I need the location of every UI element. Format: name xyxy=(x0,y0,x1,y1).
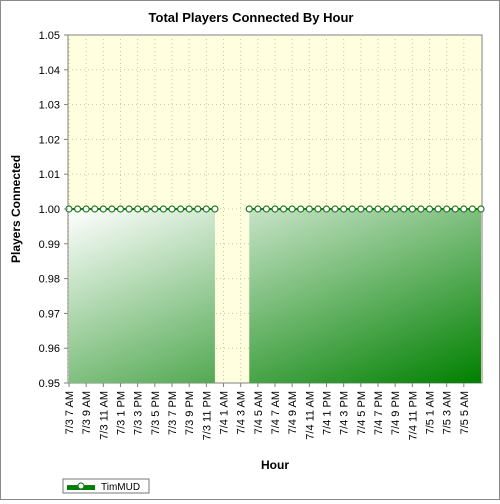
legend-marker xyxy=(77,482,85,490)
x-tick-label: 7/3 11 PM xyxy=(201,391,213,440)
data-point-marker xyxy=(279,205,288,213)
data-point-marker xyxy=(357,205,365,213)
data-point-marker xyxy=(168,205,176,213)
data-point-marker xyxy=(108,205,116,213)
y-tick-label: 1.04 xyxy=(39,65,60,77)
y-tick-label: 0.95 xyxy=(39,378,60,390)
data-point-marker xyxy=(434,205,442,213)
x-tick-label: 7/4 11 AM xyxy=(304,391,316,440)
legend: TimMUD xyxy=(62,478,150,494)
y-tick-label: 1.03 xyxy=(39,100,60,112)
data-point-marker xyxy=(159,205,168,213)
x-tick-label: 7/4 1 PM xyxy=(322,391,334,435)
y-tick-label: 1.00 xyxy=(39,204,60,216)
y-tick-label: 0.96 xyxy=(39,343,60,355)
data-point-marker xyxy=(288,205,296,213)
x-tick-label: 7/4 5 AM xyxy=(253,391,265,434)
data-point-marker xyxy=(254,205,262,213)
x-tick-label: 7/3 9 AM xyxy=(81,391,93,434)
x-tick-label: 7/3 5 PM xyxy=(150,391,162,435)
x-tick-label: 7/3 7 AM xyxy=(64,391,76,434)
x-tick-label: 7/3 11 AM xyxy=(98,391,110,440)
data-point-marker xyxy=(116,205,125,213)
data-point-marker xyxy=(374,205,382,213)
x-tick-label: 7/4 9 PM xyxy=(390,391,402,435)
x-axis-label: Hour xyxy=(261,458,289,472)
y-tick-label: 1.02 xyxy=(39,134,60,146)
y-tick-label: 1.01 xyxy=(39,169,60,181)
data-point-marker xyxy=(134,205,142,213)
data-point-marker xyxy=(443,205,451,213)
x-tick-label: 7/5 5 AM xyxy=(459,391,471,434)
data-point-marker xyxy=(185,205,193,213)
x-tick-label: 7/4 3 PM xyxy=(339,391,351,435)
x-tick-label: 7/4 3 AM xyxy=(236,391,248,434)
x-tick-label: 7/3 1 PM xyxy=(116,391,128,435)
legend-label: TimMUD xyxy=(101,482,140,493)
data-point-marker xyxy=(305,205,313,213)
y-axis-label: Players Connected xyxy=(9,155,23,263)
data-point-marker xyxy=(314,205,322,213)
data-point-marker xyxy=(297,205,305,213)
data-point-marker xyxy=(245,205,253,213)
data-point-marker xyxy=(82,205,90,213)
series-markers xyxy=(65,205,485,213)
data-point-marker xyxy=(468,205,477,213)
data-point-marker xyxy=(91,205,99,213)
x-tick-label: 7/3 7 PM xyxy=(167,391,179,435)
data-point-marker xyxy=(460,205,468,213)
x-tick-label: 7/4 1 AM xyxy=(219,391,231,434)
data-point-marker xyxy=(125,205,133,213)
chart-title: Total Players Connected By Hour xyxy=(149,10,354,25)
x-tick-label: 7/4 11 PM xyxy=(407,391,419,440)
x-tick-label: 7/5 3 AM xyxy=(442,391,454,434)
data-point-marker xyxy=(451,205,459,213)
x-axis-ticks: 7/3 7 AM 7/3 9 AM 7/3 11 AM 7/3 1 PM 7/3 3 P… xyxy=(64,383,471,440)
data-point-marker xyxy=(331,205,339,213)
data-point-marker xyxy=(73,205,82,213)
x-tick-label: 7/3 3 PM xyxy=(133,391,145,435)
x-tick-label: 7/4 5 PM xyxy=(356,391,368,435)
y-tick-label: 0.99 xyxy=(39,239,60,251)
x-tick-label: 7/3 9 PM xyxy=(184,391,196,435)
data-point-marker xyxy=(176,205,185,213)
y-axis-ticks: 0.95 0.96 0.97 0.98 0.99 1.00 1.01 1.02 1.03 1.04… xyxy=(39,30,68,390)
x-tick-label: 7/4 7 AM xyxy=(270,391,282,434)
data-point-marker xyxy=(322,205,331,213)
data-point-marker xyxy=(262,205,271,213)
data-point-marker xyxy=(348,205,356,213)
data-point-marker xyxy=(194,205,202,213)
data-point-marker xyxy=(271,205,279,213)
data-point-marker xyxy=(151,205,159,213)
y-tick-label: 0.97 xyxy=(39,308,60,320)
data-point-marker xyxy=(365,205,374,213)
x-tick-label: 7/4 9 AM xyxy=(287,391,299,434)
data-point-marker xyxy=(142,205,150,213)
data-point-marker xyxy=(382,205,391,213)
data-point-marker xyxy=(400,205,408,213)
data-point-marker xyxy=(99,205,107,213)
data-point-marker xyxy=(340,205,348,213)
data-point-marker xyxy=(408,205,416,213)
data-point-marker xyxy=(477,205,485,213)
data-point-marker xyxy=(391,205,399,213)
series-area xyxy=(69,209,481,383)
data-point-marker xyxy=(202,205,210,213)
data-point-marker xyxy=(425,205,434,213)
y-tick-label: 1.05 xyxy=(39,30,60,42)
y-tick-label: 0.98 xyxy=(39,274,60,286)
data-point-marker xyxy=(417,205,425,213)
x-tick-label: 7/4 7 PM xyxy=(373,391,385,435)
data-point-marker xyxy=(211,205,219,213)
x-tick-label: 7/5 1 AM xyxy=(425,391,437,434)
